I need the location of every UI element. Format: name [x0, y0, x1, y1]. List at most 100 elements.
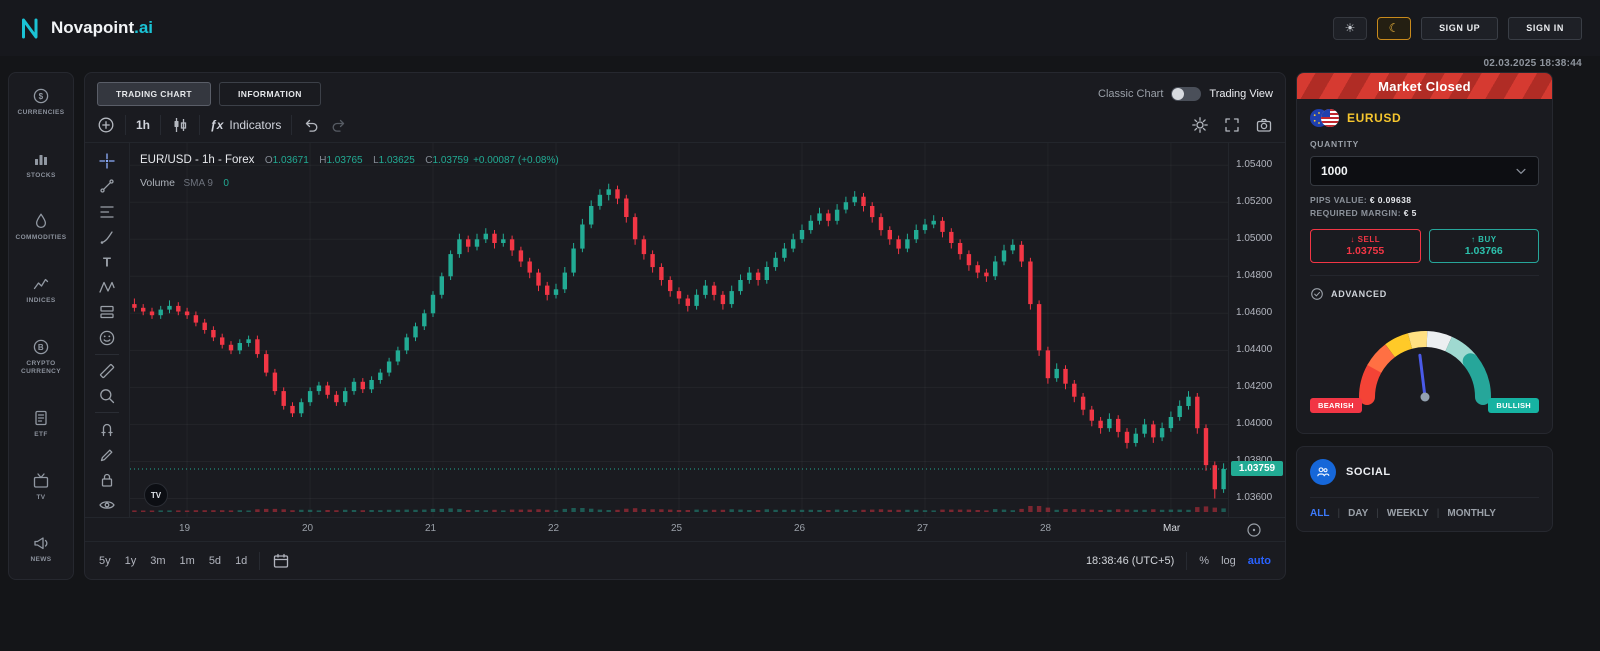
percent-scale-button[interactable]: % [1199, 554, 1210, 567]
tool-text-button[interactable]: T [93, 250, 121, 274]
sell-button[interactable]: ↓ SELL 1.03755 [1310, 229, 1421, 263]
toolbar-divider [125, 114, 126, 135]
indices-icon [32, 275, 50, 293]
time-axis[interactable]: 19 20 21 22 25 26 27 28 Mar [85, 517, 1285, 541]
sidebar-item-label: CRYPTO CURRENCY [20, 359, 62, 376]
pair-row[interactable]: EURUSD [1310, 109, 1539, 127]
candlestick-icon [174, 117, 187, 132]
range-1m-button[interactable]: 1m [179, 554, 195, 567]
ohlc-l-label: L [373, 155, 379, 166]
go-to-date-button[interactable] [272, 552, 290, 570]
fullscreen-icon [1225, 117, 1239, 132]
sidebar-item-crypto[interactable]: B CRYPTO CURRENCY [11, 338, 71, 377]
x-axis-label: 19 [179, 523, 191, 534]
range-5y-button[interactable]: 5y [99, 554, 111, 567]
auto-scale-button[interactable]: auto [1247, 554, 1271, 567]
last-price-tag: 1.03759 [1231, 461, 1283, 476]
tab-divider: | [1436, 508, 1440, 519]
tool-magnet-button[interactable] [93, 417, 121, 441]
sign-in-button[interactable]: SIGN IN [1508, 16, 1582, 40]
chart-canvas[interactable] [130, 143, 1228, 517]
social-tab-monthly[interactable]: MONTHLY [1447, 508, 1496, 519]
axis-target-icon[interactable] [1245, 521, 1263, 539]
brand-logo[interactable]: Novapoint.ai [18, 16, 153, 40]
range-5d-button[interactable]: 5d [208, 554, 222, 567]
sidebar-item-commodities[interactable]: COMMODITIES [16, 212, 67, 242]
chart-view-toggle: Classic Chart Trading View [1098, 87, 1273, 101]
advanced-toggle[interactable]: ADVANCED [1310, 275, 1539, 301]
tool-brush-button[interactable] [93, 225, 121, 249]
candlestick-chart[interactable]: EUR/USD - 1h - Forex O1.03671 H1.03765 L… [130, 143, 1228, 517]
crosshair-icon [98, 152, 116, 170]
tool-lock-button[interactable] [93, 468, 121, 492]
tool-crosshair-button[interactable] [93, 149, 121, 173]
y-axis-label: 1.04000 [1236, 418, 1273, 429]
log-scale-button[interactable]: log [1221, 554, 1236, 567]
y-axis-label: 1.03600 [1236, 492, 1273, 503]
indicators-button[interactable]: ƒx Indicators [210, 118, 281, 132]
chart-type-button[interactable] [171, 116, 189, 134]
tab-information[interactable]: INFORMATION [219, 82, 321, 106]
social-card: SOCIAL ALL | DAY | WEEKLY | MONTHLY [1296, 446, 1553, 532]
range-1d-button[interactable]: 1d [235, 554, 248, 567]
quantity-select[interactable]: 1000 [1310, 156, 1539, 186]
tool-trendline-button[interactable] [93, 174, 121, 198]
clock[interactable]: 18:38:46 (UTC+5) [1085, 554, 1175, 567]
sidebar-item-tv[interactable]: TV [32, 472, 50, 502]
sidebar-item-indices[interactable]: INDICES [26, 275, 55, 305]
svg-text:$: $ [39, 92, 44, 101]
view-toggle-switch[interactable] [1171, 87, 1202, 101]
tool-position-button[interactable] [93, 300, 121, 324]
sidebar-item-stocks[interactable]: STOCKS [26, 150, 55, 180]
social-people-icon [1310, 459, 1336, 485]
tradingview-logo[interactable]: TV [144, 483, 168, 507]
sidebar-item-etf[interactable]: ETF [32, 409, 50, 439]
bullish-badge: BULLISH [1488, 398, 1539, 413]
add-symbol-button[interactable] [97, 116, 115, 134]
tool-fib-button[interactable] [93, 199, 121, 223]
chart-settings-button[interactable] [1191, 116, 1209, 134]
stocks-icon [32, 150, 50, 168]
brand-text: Novapoint.ai [51, 18, 153, 38]
redo-button[interactable] [330, 116, 348, 134]
buy-button[interactable]: ↑ BUY 1.03766 [1428, 229, 1539, 263]
required-margin-label: REQUIRED MARGIN: [1310, 208, 1401, 218]
snapshot-button[interactable] [1255, 116, 1273, 134]
redo-icon [332, 119, 345, 132]
social-tab-weekly[interactable]: WEEKLY [1386, 508, 1429, 519]
fx-icon: ƒx [210, 117, 224, 132]
theme-dark-button[interactable]: ☾ [1377, 16, 1412, 40]
undo-button[interactable] [302, 116, 320, 134]
tool-eye-button[interactable] [93, 493, 121, 517]
sidebar-item-label: INDICES [26, 297, 56, 305]
social-tab-all[interactable]: ALL [1310, 508, 1330, 519]
tab-trading-chart[interactable]: TRADING CHART [97, 82, 212, 106]
tool-xabcd-button[interactable] [93, 275, 121, 299]
price-axis[interactable]: 1.05400 1.05200 1.05000 1.04800 1.04600 1.044… [1228, 143, 1285, 517]
fullscreen-button[interactable] [1223, 116, 1241, 134]
y-axis-label: 1.03800 [1236, 455, 1272, 466]
range-3m-button[interactable]: 3m [150, 554, 166, 567]
volume-label: Volume [140, 176, 176, 189]
range-1y-button[interactable]: 1y [124, 554, 137, 567]
interval-button[interactable]: 1h [136, 117, 151, 132]
sidebar-item-news[interactable]: NEWS [30, 534, 51, 564]
tool-ruler-button[interactable] [93, 359, 121, 383]
svg-text:B: B [38, 343, 44, 352]
undo-icon [306, 119, 318, 132]
order-card: Market Closed EURUSD QUANTITY 1000 PIPS … [1296, 72, 1553, 434]
sell-label: SELL [1357, 235, 1381, 244]
social-tab-day[interactable]: DAY [1348, 508, 1369, 519]
tab-divider: | [1376, 508, 1379, 519]
tool-emoji-button[interactable] [93, 326, 121, 350]
theme-light-button[interactable]: ☀ [1333, 16, 1368, 40]
trading-view-label: Trading View [1209, 88, 1273, 100]
sidebar-item-currencies[interactable]: $ CURRENCIES [18, 87, 65, 117]
tool-edit-button[interactable] [93, 442, 121, 466]
symbol-title[interactable]: EUR/USD - 1h - Forex [140, 154, 255, 166]
brush-icon [98, 228, 116, 246]
tool-zoom-button[interactable] [93, 384, 121, 408]
sign-up-button[interactable]: SIGN UP [1421, 16, 1499, 40]
trade-panel: Market Closed EURUSD QUANTITY 1000 PIPS … [1296, 72, 1553, 580]
text-icon: T [98, 253, 116, 271]
